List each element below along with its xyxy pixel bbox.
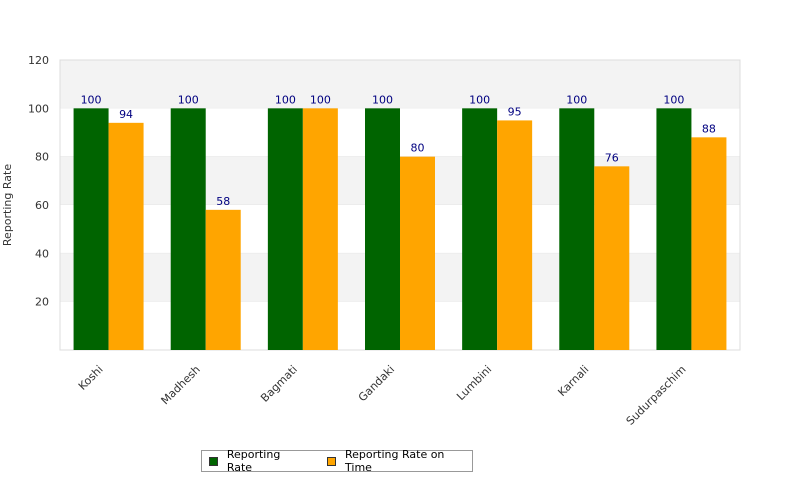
x-category-label: Koshi [76, 363, 106, 393]
data-labels: 100 94 100 58 100 100 100 80 100 95 100 76 100 88 [81, 93, 716, 207]
y-tick-label: 80 [35, 151, 49, 164]
legend-item-reporting-rate-on-time[interactable]: Reporting Rate on Time [327, 448, 472, 474]
y-tick-label: 120 [28, 54, 49, 67]
legend-label-reporting-rate: Reporting Rate [226, 448, 281, 474]
legend-swatch-reporting-rate [209, 456, 218, 466]
y-tick-label: 60 [35, 199, 49, 212]
y-axis-ticks: 20 40 60 80 100 120 [28, 54, 49, 309]
y-tick-label: 40 [35, 247, 49, 260]
bar-reporting-rate-karnali[interactable] [559, 108, 595, 350]
legend-item-reporting-rate[interactable]: Reporting Rate [209, 448, 307, 474]
data-label: 100 [469, 93, 490, 106]
legend: Reporting Rate Reporting Rate on Time [201, 448, 473, 474]
x-category-label: Gandaki [356, 363, 397, 404]
data-label: 100 [178, 93, 199, 106]
legend-label-reporting-rate-on-time: Reporting Rate on Time [345, 448, 445, 474]
data-label: 100 [310, 93, 331, 106]
data-label: 100 [372, 93, 393, 106]
bar-reporting-rate-lumbini[interactable] [462, 108, 498, 350]
bar-reporting-rate-on-time-lumbini[interactable] [497, 120, 533, 351]
bar-reporting-rate-on-time-madhesh[interactable] [205, 209, 241, 350]
data-label: 76 [605, 151, 619, 164]
x-axis-categories: Koshi Madhesh Bagmati Gandaki Lumbini Karnali… [76, 363, 689, 428]
data-label: 80 [411, 142, 425, 155]
bar-reporting-rate-gandaki[interactable] [365, 108, 400, 350]
data-label: 100 [81, 93, 102, 106]
grid-band [60, 60, 740, 109]
bar-reporting-rate-on-time-koshi[interactable] [108, 122, 144, 350]
bar-reporting-rate-madhesh[interactable] [170, 108, 206, 350]
data-label: 100 [663, 93, 684, 106]
data-label: 95 [508, 105, 522, 118]
x-category-label: Madhesh [159, 363, 203, 407]
x-category-label: Bagmati [258, 363, 300, 405]
y-tick-label: 100 [28, 102, 49, 115]
data-label: 100 [566, 93, 587, 106]
x-category-label: Lumbini [454, 363, 494, 403]
y-axis-label: Reporting Rate [1, 164, 14, 246]
data-label: 100 [275, 93, 296, 106]
bars [73, 108, 727, 351]
y-tick-label: 20 [35, 296, 49, 309]
bar-reporting-rate-bagmati[interactable] [267, 108, 303, 350]
x-category-label: Sudurpaschim [624, 363, 689, 428]
x-category-label: Karnali [555, 363, 591, 399]
data-label: 58 [216, 195, 230, 208]
bar-reporting-rate-on-time-karnali[interactable] [594, 166, 630, 350]
data-label: 88 [702, 122, 716, 135]
bar-reporting-rate-sudurpaschim[interactable] [656, 108, 692, 350]
bar-reporting-rate-on-time-gandaki[interactable] [400, 156, 435, 350]
data-label: 94 [119, 108, 133, 121]
legend-swatch-reporting-rate-on-time [327, 456, 337, 466]
bar-reporting-rate-on-time-bagmati[interactable] [302, 108, 338, 350]
bar-reporting-rate-koshi[interactable] [73, 108, 109, 350]
bar-reporting-rate-on-time-sudurpaschim[interactable] [691, 137, 727, 350]
